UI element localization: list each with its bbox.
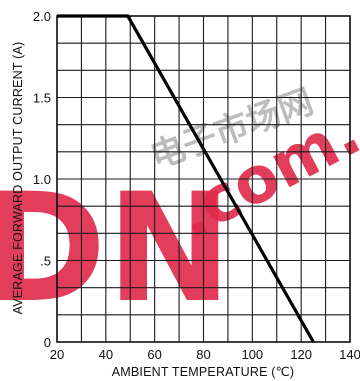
plot-frame: [56, 15, 351, 343]
x-tick-labels: 20 40 60 80 100 120 140: [50, 347, 360, 362]
series-line-0: [57, 14, 315, 343]
x-tick-label: 40: [99, 347, 113, 362]
x-tick-label: 60: [147, 347, 161, 362]
y-tick-label: 2.0: [33, 9, 51, 24]
y-tick-label: 1.0: [33, 172, 51, 187]
y-tick-label: 0: [44, 335, 51, 350]
x-tick-label: 120: [290, 347, 312, 362]
y-tick-labels: 0 .5 1.0 1.5 2.0: [33, 9, 51, 350]
y-tick-label: 1.5: [33, 91, 51, 106]
x-tick-label: 80: [196, 347, 210, 362]
chart-axes: [56, 15, 351, 343]
watermark-brand: DN: [0, 162, 232, 336]
x-tick-label: 140: [339, 347, 360, 362]
x-axis-title: AMBIENT TEMPERATURE (℃): [112, 365, 295, 379]
watermark: DN .com. 电子市场网: [0, 82, 360, 336]
y-tick-label: .5: [40, 254, 51, 269]
x-tick-label: 20: [50, 347, 64, 362]
x-tick-label: 100: [241, 347, 263, 362]
y-axis-title: AVERAGE FORWARD OUTPUT CURRENT (A): [11, 42, 25, 315]
chart-series-layer: [57, 14, 315, 343]
